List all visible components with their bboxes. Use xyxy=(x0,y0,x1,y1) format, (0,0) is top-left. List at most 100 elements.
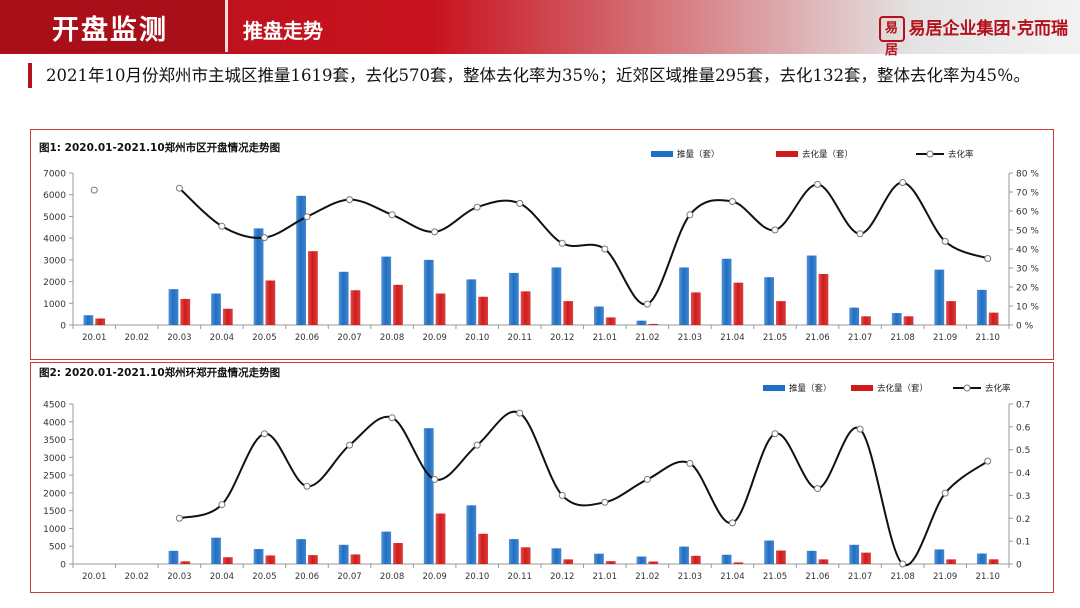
x-tick-label: 20.10 xyxy=(465,572,489,582)
legend-label-absorbed: 去化量（套） xyxy=(802,149,853,160)
absorbed-bar xyxy=(946,301,956,325)
supply-bar xyxy=(168,289,179,325)
supply-bar xyxy=(253,549,264,564)
y-tick-label-right: 40 % xyxy=(1016,246,1039,256)
y-tick-label-right: 30 % xyxy=(1016,265,1039,275)
rate-point xyxy=(175,514,183,522)
x-tick-label: 21.04 xyxy=(720,572,744,582)
rate-point xyxy=(346,441,354,449)
x-tick-label: 21.01 xyxy=(593,572,617,582)
absorbed-bar xyxy=(393,543,403,564)
absorbed-bar xyxy=(95,318,106,325)
y-tick-label-left: 0 xyxy=(60,561,66,571)
rate-point xyxy=(218,222,226,230)
supply-bar xyxy=(381,531,392,564)
y-tick-label-right: 80 % xyxy=(1016,170,1039,180)
x-tick-label: 21.05 xyxy=(763,572,787,582)
rate-point xyxy=(899,560,907,568)
x-tick-label: 21.03 xyxy=(678,572,702,582)
x-tick-label: 21.06 xyxy=(805,333,829,343)
rate-point xyxy=(473,441,481,449)
y-tick-label-right: 0 xyxy=(1016,561,1022,571)
supply-bar xyxy=(976,289,987,325)
absorbed-bar xyxy=(563,301,574,325)
supply-bar xyxy=(976,553,987,564)
x-tick-label: 20.09 xyxy=(422,572,446,582)
chart-title: 图2: 2020.01-2021.10郑州环郑开盘情况走势图 xyxy=(39,366,280,379)
y-tick-label-left: 2000 xyxy=(43,489,66,499)
supply-bar xyxy=(849,307,860,325)
supply-bar xyxy=(806,550,817,564)
y-tick-label-left: 7000 xyxy=(43,170,66,180)
absorbed-bar xyxy=(733,282,744,325)
supply-bar xyxy=(211,293,221,325)
x-tick-label: 20.02 xyxy=(125,572,149,582)
x-tick-label: 20.01 xyxy=(82,333,106,343)
supply-bar xyxy=(721,554,732,564)
brand-mark-icon: 易居 xyxy=(878,16,905,58)
y-tick-label-right: 0 % xyxy=(1016,322,1034,332)
absorbed-bar xyxy=(308,555,318,564)
rate-point xyxy=(346,196,354,204)
brand-logo: 易居易居企业集团·克而瑞 xyxy=(878,14,1068,58)
rate-point xyxy=(984,255,992,262)
rate-point xyxy=(856,230,864,238)
rate-point xyxy=(686,459,694,467)
y-tick-label-left: 4000 xyxy=(43,235,66,245)
x-tick-label: 20.05 xyxy=(252,572,276,582)
rate-point xyxy=(643,475,651,483)
supply-bar xyxy=(551,548,562,564)
rate-point xyxy=(558,239,566,247)
absorbed-bar xyxy=(946,559,956,564)
supply-bar xyxy=(296,539,306,564)
rate-point xyxy=(516,199,524,207)
legend-label-rate: 去化率 xyxy=(985,383,1011,394)
supply-bar xyxy=(381,256,392,325)
absorbed-bar xyxy=(350,554,361,564)
x-tick-label: 21.06 xyxy=(805,572,829,582)
rate-point xyxy=(728,198,736,205)
rate-point xyxy=(941,237,949,245)
absorbed-bar xyxy=(988,559,999,564)
x-tick-label: 21.08 xyxy=(890,333,914,343)
chart-panel-1: 图1: 2020.01-2021.10郑州市区开盘情况走势图 0 1000 2000 3… xyxy=(30,129,1054,360)
y-tick-label-left: 3500 xyxy=(43,436,66,446)
y-tick-label-left: 1000 xyxy=(43,525,66,535)
rate-point xyxy=(473,203,481,211)
absorbed-bar xyxy=(563,559,574,564)
supply-bar xyxy=(636,320,647,325)
y-tick-label-right: 0.5 xyxy=(1016,446,1030,456)
rate-point xyxy=(601,245,609,253)
rate-point xyxy=(431,475,439,483)
rate-point xyxy=(431,228,439,236)
y-tick-label-left: 6000 xyxy=(43,191,66,201)
supply-bar xyxy=(721,258,732,325)
y-tick-label-left: 500 xyxy=(49,543,66,553)
y-tick-label-left: 4500 xyxy=(43,401,66,411)
y-tick-label-left: 5000 xyxy=(43,213,66,223)
absorbed-bar xyxy=(861,316,871,325)
y-tick-label-right: 0.1 xyxy=(1016,538,1030,548)
rate-point xyxy=(728,519,736,527)
rate-point xyxy=(388,211,396,219)
x-tick-label: 21.03 xyxy=(678,333,702,343)
supply-bar xyxy=(764,277,774,325)
supply-bar xyxy=(423,259,434,325)
y-tick-label-right: 0.2 xyxy=(1016,515,1030,525)
legend-label-supply: 推量（套） xyxy=(789,383,832,394)
supply-bar xyxy=(466,279,477,325)
section-title: 开盘监测 xyxy=(52,15,168,46)
rate-point xyxy=(175,184,183,192)
x-tick-label: 20.01 xyxy=(82,572,106,582)
x-tick-label: 20.04 xyxy=(210,572,234,582)
x-tick-label: 20.07 xyxy=(337,572,361,582)
absorbed-bar xyxy=(605,317,616,325)
x-tick-label: 21.10 xyxy=(976,333,1000,343)
legend-label-supply: 推量（套） xyxy=(677,149,720,160)
x-tick-label: 21.05 xyxy=(763,333,787,343)
x-tick-label: 21.02 xyxy=(635,572,659,582)
supply-bar xyxy=(679,546,689,564)
header-title-block xyxy=(0,0,225,52)
supply-bar xyxy=(551,267,562,325)
rate-point xyxy=(260,430,268,438)
